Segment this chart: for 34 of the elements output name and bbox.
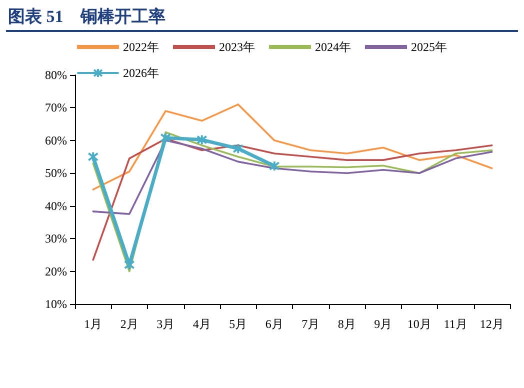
x-tick-label: 2月: [120, 317, 138, 331]
legend-label: 2024年: [315, 40, 351, 54]
y-tick-label: 50%: [45, 166, 67, 180]
point: [160, 132, 172, 144]
y-tick-label: 80%: [45, 68, 67, 82]
point: [196, 134, 208, 146]
line-series: [92, 140, 493, 215]
x-tick-label: 12月: [480, 317, 504, 331]
y-tick-label: 10%: [45, 297, 67, 311]
x-tick-label: 7月: [302, 317, 320, 331]
x-tick-label: 10月: [407, 317, 432, 331]
x-tick-label: 8月: [338, 317, 356, 331]
y-tick-label: 20%: [45, 264, 67, 278]
legend-label: 2022年: [123, 40, 159, 54]
legend-label: 2025年: [411, 40, 447, 54]
point: [232, 143, 244, 154]
y-tick-label: 60%: [45, 133, 67, 148]
y-tick-label: 40%: [45, 198, 67, 213]
legend-label: 2026年: [123, 66, 159, 80]
point: [124, 259, 135, 270]
point: [88, 151, 99, 162]
legend-label: 2023年: [219, 40, 255, 54]
y-tick-label: 30%: [45, 232, 67, 246]
x-tick-label: 5月: [229, 317, 248, 331]
x-tick-label: 3月: [156, 317, 175, 331]
x-tick-label: 1月: [84, 317, 102, 331]
chart-title: 图表 51 铜棒开工率: [6, 4, 518, 32]
x-tick-label: 4月: [192, 317, 211, 331]
x-tick-label: 6月: [265, 317, 284, 331]
x-tick-label: 11月: [444, 317, 468, 331]
line-series: [92, 104, 493, 190]
point: [268, 160, 280, 172]
y-tick-label: 70%: [45, 100, 67, 115]
x-tick-label: 9月: [374, 317, 392, 331]
